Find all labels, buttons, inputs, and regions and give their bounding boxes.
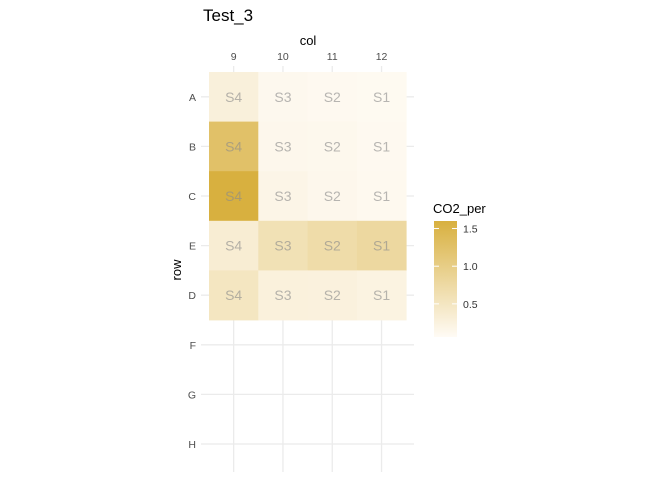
cell-A-10 bbox=[258, 72, 308, 122]
legend-color-bar bbox=[434, 221, 457, 337]
legend-tick-label-2: 1.5 bbox=[463, 224, 478, 236]
color-legend: CO2_per 0.5 1.0 1.5 bbox=[433, 201, 486, 337]
cell-A-12 bbox=[356, 72, 407, 122]
cell-label-B-10: S3 bbox=[274, 138, 291, 154]
cell-label-A-10: S3 bbox=[274, 89, 291, 105]
x-tick-label-11: 11 bbox=[327, 51, 338, 63]
y-tick-label-H: H bbox=[188, 439, 196, 451]
cell-label-E-10: S3 bbox=[274, 238, 291, 254]
cell-label-E-11: S2 bbox=[324, 238, 341, 254]
cell-A-11 bbox=[307, 72, 358, 122]
cell-label-C-9: S4 bbox=[225, 188, 242, 204]
legend-tick-label-1: 1.0 bbox=[463, 261, 478, 273]
y-tick-label-A: A bbox=[189, 92, 196, 104]
cell-label-D-11: S2 bbox=[324, 287, 341, 303]
cell-label-B-12: S1 bbox=[373, 138, 390, 154]
y-tick-label-G: G bbox=[188, 389, 196, 401]
cell-B-9 bbox=[209, 121, 259, 172]
cell-label-D-10: S3 bbox=[274, 287, 291, 303]
x-tick-label-10: 10 bbox=[277, 51, 289, 63]
cell-labels: S4 S3 S2 S1 S4 S3 S2 S1 S4 S3 S2 S1 S4 S3 S2 S1 S4 S3 S2 S1 bbox=[225, 89, 390, 303]
cell-C-11 bbox=[307, 171, 358, 222]
cell-B-11 bbox=[307, 121, 358, 172]
chart-title: Test_3 bbox=[203, 6, 253, 25]
cell-label-C-10: S3 bbox=[274, 188, 291, 204]
cell-D-9 bbox=[209, 270, 259, 321]
cell-C-12 bbox=[356, 171, 407, 222]
cell-B-10 bbox=[258, 121, 308, 172]
cell-label-E-9: S4 bbox=[225, 238, 242, 254]
cell-E-9 bbox=[209, 220, 259, 271]
cell-D-10 bbox=[258, 270, 308, 321]
cell-A-9 bbox=[209, 72, 259, 122]
y-tick-label-C: C bbox=[188, 191, 196, 203]
cell-label-E-12: S1 bbox=[373, 238, 390, 254]
cell-E-12 bbox=[356, 220, 407, 271]
cell-label-A-12: S1 bbox=[373, 89, 390, 105]
y-tick-label-D: D bbox=[188, 290, 196, 302]
y-axis-title: row bbox=[169, 259, 184, 281]
cell-label-D-9: S4 bbox=[225, 287, 242, 303]
cell-E-10 bbox=[258, 220, 308, 271]
y-tick-label-B: B bbox=[189, 141, 196, 153]
legend-tick-label-0: 0.5 bbox=[463, 299, 478, 311]
x-tick-labels: 9 10 11 12 bbox=[231, 51, 388, 63]
cell-D-12 bbox=[356, 270, 407, 321]
heatmap-cells bbox=[209, 72, 407, 321]
cell-label-C-11: S2 bbox=[324, 188, 341, 204]
x-tick-label-9: 9 bbox=[231, 51, 237, 63]
cell-C-10 bbox=[258, 171, 308, 222]
cell-label-A-9: S4 bbox=[225, 89, 242, 105]
legend-title: CO2_per bbox=[433, 201, 486, 216]
cell-label-B-9: S4 bbox=[225, 138, 242, 154]
cell-label-A-11: S2 bbox=[324, 89, 341, 105]
cell-label-C-12: S1 bbox=[373, 188, 390, 204]
cell-C-9 bbox=[209, 171, 259, 222]
cell-label-D-12: S1 bbox=[373, 287, 390, 303]
cell-B-12 bbox=[356, 121, 407, 172]
legend-ticks: 0.5 1.0 1.5 bbox=[434, 224, 478, 311]
x-axis-title: col bbox=[300, 33, 317, 48]
y-tick-label-E: E bbox=[189, 241, 196, 253]
cell-D-11 bbox=[307, 270, 358, 321]
cell-label-B-11: S2 bbox=[324, 138, 341, 154]
cell-E-11 bbox=[307, 220, 358, 271]
x-tick-label-12: 12 bbox=[376, 51, 388, 63]
y-tick-labels: A B C E D F G H bbox=[188, 92, 197, 451]
y-tick-label-F: F bbox=[190, 340, 196, 352]
